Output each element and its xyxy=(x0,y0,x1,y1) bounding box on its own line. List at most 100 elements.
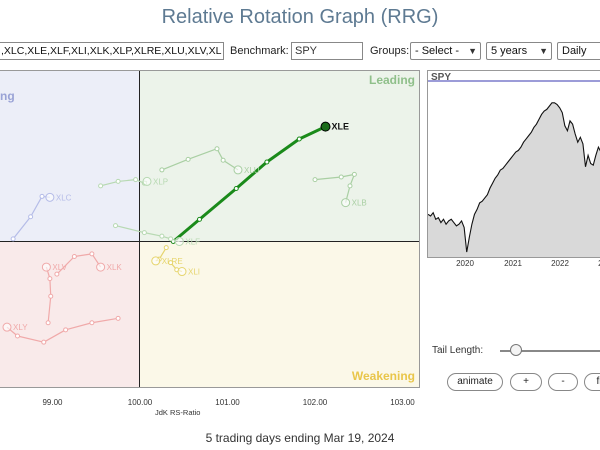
series-point-xlb xyxy=(338,174,344,180)
series-point-xlc xyxy=(28,214,34,220)
series-point-xlc xyxy=(39,193,45,199)
series-point-xly xyxy=(89,320,95,326)
series-label-xlv: XLV xyxy=(52,263,67,272)
series-point-xlc xyxy=(10,236,16,242)
series-tail-xlp xyxy=(100,179,148,187)
mini-year-label: 2023 xyxy=(592,259,600,268)
series-label-xlb: XLB xyxy=(352,199,367,208)
series-point-xlp xyxy=(98,183,104,189)
series-point-xlb xyxy=(312,177,318,183)
rrg-chart-svg: XLEXLUXLBXLPXLFXLCXLREXLIXLVXLKXLY xyxy=(2,121,367,345)
series-point-xlre[interactable] xyxy=(151,256,161,266)
series-point-xly xyxy=(15,333,20,339)
mini-year-label: 2021 xyxy=(504,259,522,268)
series-point-xlf xyxy=(159,233,165,239)
series-point-xlp[interactable] xyxy=(142,176,152,186)
series-point-xlk xyxy=(71,254,77,259)
series-point-xlv xyxy=(47,276,53,282)
quadrant-label-lagging: ng xyxy=(0,89,15,103)
center-vertical-line xyxy=(139,71,140,387)
tail-length-slider[interactable] xyxy=(500,350,600,352)
series-point-xlu[interactable] xyxy=(233,165,243,175)
series-point-xlf[interactable] xyxy=(174,236,184,246)
frequency-select[interactable]: Daily xyxy=(557,42,600,60)
mini-chart-title: SPY xyxy=(431,72,452,83)
series-point-xle xyxy=(197,216,202,222)
quadrant-weakening xyxy=(139,241,419,387)
series-point-xlu xyxy=(159,167,165,173)
series-point-xlb xyxy=(347,183,353,189)
animate-button[interactable]: animate xyxy=(447,373,503,391)
zoom-out-button[interactable]: - xyxy=(548,373,578,391)
series-point-xlk xyxy=(89,251,95,257)
series-point-xlv[interactable] xyxy=(41,262,51,272)
series-point-xlu xyxy=(220,157,226,163)
benchmark-label: Benchmark: xyxy=(230,45,289,57)
tail-length-label: Tail Length: xyxy=(432,345,484,356)
center-horizontal-line xyxy=(0,241,419,242)
series-tail-xlb xyxy=(314,173,355,203)
quadrant-lagging xyxy=(0,71,139,241)
series-point-xle[interactable] xyxy=(320,121,331,132)
quadrant-label-weakening: Weakening xyxy=(351,369,415,383)
series-point-xly xyxy=(115,315,121,321)
frequency-select-value: Daily xyxy=(562,45,587,57)
groups-select-value: - Select - xyxy=(415,45,460,57)
series-point-xlf xyxy=(113,223,118,229)
period-select[interactable]: 5 years ▼ xyxy=(486,42,552,60)
series-label-xlf: XLF xyxy=(185,237,200,246)
series-point-xlv xyxy=(45,320,51,326)
series-point-xli xyxy=(168,260,174,266)
series-point-xlb[interactable] xyxy=(341,198,351,208)
series-point-xlk xyxy=(54,271,60,277)
x-tick-label: 102.00 xyxy=(302,398,328,407)
series-point-xlc[interactable] xyxy=(45,192,55,202)
x-axis-label: JdK RS-Ratio xyxy=(155,408,201,417)
benchmark-input[interactable]: SPY xyxy=(291,42,363,60)
mini-chart-x-axis: 2020 2021 2022 2023 xyxy=(427,258,600,270)
series-label-xly: XLY xyxy=(13,323,28,332)
symbols-input[interactable]: ,XLC,XLE,XLF,XLI,XLK,XLP,XLRE,XLU,XLV,XL xyxy=(0,42,224,60)
footer-caption: 5 trading days ending Mar 19, 2024 xyxy=(205,431,395,445)
series-point-xlf xyxy=(141,230,147,236)
quadrant-leading xyxy=(139,71,419,241)
series-tail-xlk xyxy=(56,253,102,275)
series-tail-xlu xyxy=(161,148,239,171)
series-point-xli[interactable] xyxy=(177,267,187,277)
zoom-in-button[interactable]: + xyxy=(510,373,542,391)
series-label-xlk: XLK xyxy=(107,263,123,272)
x-tick-label: 99.00 xyxy=(42,398,63,407)
more-button[interactable]: fi xyxy=(584,373,600,391)
series-point-xle xyxy=(233,185,239,191)
x-tick-label: 101.00 xyxy=(215,398,240,407)
x-tick-label: 100.00 xyxy=(127,398,153,407)
series-label-xlc: XLC xyxy=(56,193,72,202)
quadrant-label-leading: Leading xyxy=(368,73,415,87)
chevron-down-icon: ▼ xyxy=(539,46,548,56)
series-point-xlu xyxy=(214,146,220,152)
series-point-xlv xyxy=(48,293,54,299)
benchmark-mini-chart: SPY xyxy=(427,70,600,258)
series-point-xly xyxy=(63,327,69,333)
series-point-xlk[interactable] xyxy=(96,262,106,272)
groups-select[interactable]: - Select - ▼ xyxy=(410,42,481,60)
chevron-down-icon: ▼ xyxy=(468,46,477,56)
series-point-xly[interactable] xyxy=(2,322,12,332)
toolbar: ,XLC,XLE,XLF,XLI,XLK,XLP,XLRE,XLU,XLV,XL… xyxy=(0,40,600,64)
x-tick-label: 103.00 xyxy=(390,398,415,407)
series-point-xlf xyxy=(168,236,174,242)
series-tail-xlv xyxy=(45,266,52,323)
series-label-xlu: XLU xyxy=(244,166,260,175)
series-label-xlp: XLP xyxy=(153,177,168,186)
mini-year-label: 2020 xyxy=(456,259,474,268)
series-tail-xle xyxy=(172,125,327,243)
page-title: Relative Rotation Graph (RRG) xyxy=(161,6,439,28)
series-label-xli: XLI xyxy=(188,268,200,277)
rrg-plot[interactable]: Leading ng Weakening XLE XLU XLB XLP XLF XLC X… xyxy=(0,70,420,388)
series-point-xlp xyxy=(133,177,139,183)
groups-label: Groups: xyxy=(370,45,410,57)
period-select-value: 5 years xyxy=(491,45,528,57)
series-point-xle xyxy=(264,159,270,165)
series-point-xly xyxy=(41,339,47,345)
tail-length-slider-handle[interactable] xyxy=(510,344,522,356)
